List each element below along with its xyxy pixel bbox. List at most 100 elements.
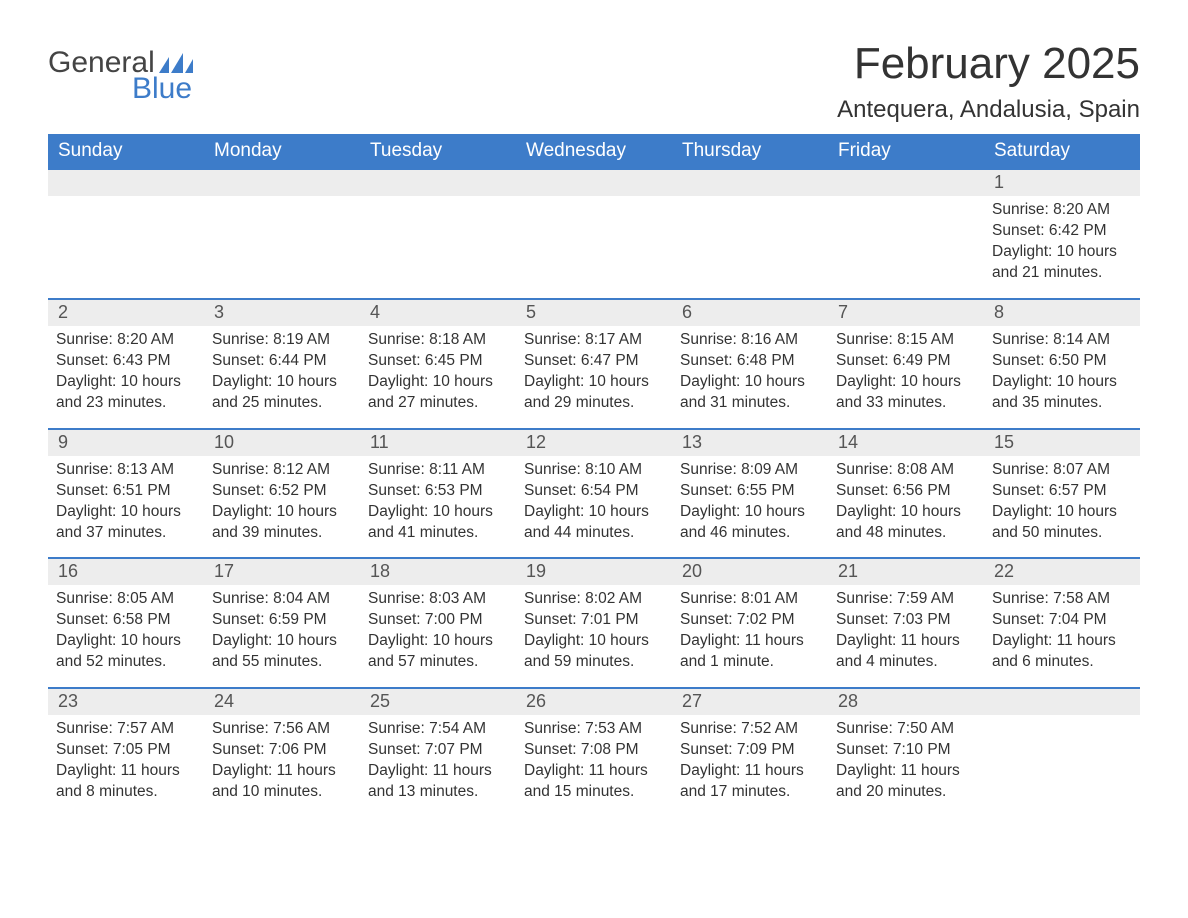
sunrise-line: Sunrise: 7:50 AM	[836, 719, 976, 740]
day-number: 27	[672, 689, 828, 715]
month-title: February 2025	[837, 40, 1140, 88]
day-number	[672, 170, 828, 196]
calendar-cell	[516, 169, 672, 299]
daylight-line: Daylight: 10 hours and 48 minutes.	[836, 502, 976, 544]
calendar-cell	[204, 169, 360, 299]
sunset-line: Sunset: 6:57 PM	[992, 481, 1132, 502]
day-details: Sunrise: 8:13 AMSunset: 6:51 PMDaylight:…	[48, 456, 204, 558]
sunset-line: Sunset: 6:54 PM	[524, 481, 664, 502]
sunset-line: Sunset: 6:53 PM	[368, 481, 508, 502]
day-number: 18	[360, 559, 516, 585]
sunrise-line: Sunrise: 7:56 AM	[212, 719, 352, 740]
sunset-line: Sunset: 7:08 PM	[524, 740, 664, 761]
day-number	[204, 170, 360, 196]
weekday-header: Monday	[204, 134, 360, 169]
calendar-cell: 10Sunrise: 8:12 AMSunset: 6:52 PMDayligh…	[204, 429, 360, 559]
calendar-cell: 20Sunrise: 8:01 AMSunset: 7:02 PMDayligh…	[672, 558, 828, 688]
sunrise-line: Sunrise: 7:52 AM	[680, 719, 820, 740]
sunset-line: Sunset: 7:09 PM	[680, 740, 820, 761]
calendar-cell: 22Sunrise: 7:58 AMSunset: 7:04 PMDayligh…	[984, 558, 1140, 688]
day-number	[360, 170, 516, 196]
sunrise-line: Sunrise: 8:17 AM	[524, 330, 664, 351]
sunrise-line: Sunrise: 8:02 AM	[524, 589, 664, 610]
day-details: Sunrise: 7:59 AMSunset: 7:03 PMDaylight:…	[828, 585, 984, 687]
day-details: Sunrise: 8:05 AMSunset: 6:58 PMDaylight:…	[48, 585, 204, 687]
calendar-cell: 15Sunrise: 8:07 AMSunset: 6:57 PMDayligh…	[984, 429, 1140, 559]
brand-logo: General Blue	[48, 40, 193, 106]
sunrise-line: Sunrise: 8:15 AM	[836, 330, 976, 351]
sunset-line: Sunset: 7:07 PM	[368, 740, 508, 761]
calendar-cell: 12Sunrise: 8:10 AMSunset: 6:54 PMDayligh…	[516, 429, 672, 559]
day-details: Sunrise: 8:16 AMSunset: 6:48 PMDaylight:…	[672, 326, 828, 428]
daylight-line: Daylight: 10 hours and 21 minutes.	[992, 242, 1132, 284]
day-number: 13	[672, 430, 828, 456]
day-details: Sunrise: 8:14 AMSunset: 6:50 PMDaylight:…	[984, 326, 1140, 428]
calendar-week-row: 9Sunrise: 8:13 AMSunset: 6:51 PMDaylight…	[48, 429, 1140, 559]
day-details: Sunrise: 8:15 AMSunset: 6:49 PMDaylight:…	[828, 326, 984, 428]
daylight-line: Daylight: 10 hours and 37 minutes.	[56, 502, 196, 544]
calendar-cell	[48, 169, 204, 299]
sunset-line: Sunset: 6:55 PM	[680, 481, 820, 502]
day-details: Sunrise: 7:50 AMSunset: 7:10 PMDaylight:…	[828, 715, 984, 817]
calendar-cell: 18Sunrise: 8:03 AMSunset: 7:00 PMDayligh…	[360, 558, 516, 688]
day-number: 16	[48, 559, 204, 585]
sunset-line: Sunset: 6:47 PM	[524, 351, 664, 372]
weekday-header: Thursday	[672, 134, 828, 169]
calendar-cell: 24Sunrise: 7:56 AMSunset: 7:06 PMDayligh…	[204, 688, 360, 817]
day-details: Sunrise: 7:53 AMSunset: 7:08 PMDaylight:…	[516, 715, 672, 817]
sunset-line: Sunset: 6:56 PM	[836, 481, 976, 502]
day-number: 8	[984, 300, 1140, 326]
sunset-line: Sunset: 7:06 PM	[212, 740, 352, 761]
calendar-cell: 25Sunrise: 7:54 AMSunset: 7:07 PMDayligh…	[360, 688, 516, 817]
calendar-table: SundayMondayTuesdayWednesdayThursdayFrid…	[48, 134, 1140, 816]
calendar-cell: 21Sunrise: 7:59 AMSunset: 7:03 PMDayligh…	[828, 558, 984, 688]
weekday-header: Wednesday	[516, 134, 672, 169]
sunset-line: Sunset: 6:58 PM	[56, 610, 196, 631]
day-details: Sunrise: 7:56 AMSunset: 7:06 PMDaylight:…	[204, 715, 360, 817]
day-details: Sunrise: 8:12 AMSunset: 6:52 PMDaylight:…	[204, 456, 360, 558]
day-number: 12	[516, 430, 672, 456]
sunrise-line: Sunrise: 8:08 AM	[836, 460, 976, 481]
calendar-cell: 16Sunrise: 8:05 AMSunset: 6:58 PMDayligh…	[48, 558, 204, 688]
day-details: Sunrise: 8:18 AMSunset: 6:45 PMDaylight:…	[360, 326, 516, 428]
day-number: 21	[828, 559, 984, 585]
daylight-line: Daylight: 11 hours and 17 minutes.	[680, 761, 820, 803]
sunset-line: Sunset: 7:10 PM	[836, 740, 976, 761]
day-number: 25	[360, 689, 516, 715]
daylight-line: Daylight: 10 hours and 41 minutes.	[368, 502, 508, 544]
calendar-cell: 11Sunrise: 8:11 AMSunset: 6:53 PMDayligh…	[360, 429, 516, 559]
daylight-line: Daylight: 10 hours and 31 minutes.	[680, 372, 820, 414]
sunset-line: Sunset: 6:52 PM	[212, 481, 352, 502]
sunrise-line: Sunrise: 8:10 AM	[524, 460, 664, 481]
calendar-week-row: 23Sunrise: 7:57 AMSunset: 7:05 PMDayligh…	[48, 688, 1140, 817]
daylight-line: Daylight: 11 hours and 1 minute.	[680, 631, 820, 673]
calendar-cell: 1Sunrise: 8:20 AMSunset: 6:42 PMDaylight…	[984, 169, 1140, 299]
sunrise-line: Sunrise: 7:59 AM	[836, 589, 976, 610]
daylight-line: Daylight: 10 hours and 29 minutes.	[524, 372, 664, 414]
day-details: Sunrise: 8:20 AMSunset: 6:42 PMDaylight:…	[984, 196, 1140, 298]
daylight-line: Daylight: 11 hours and 6 minutes.	[992, 631, 1132, 673]
day-number	[984, 689, 1140, 715]
day-details: Sunrise: 8:09 AMSunset: 6:55 PMDaylight:…	[672, 456, 828, 558]
sunset-line: Sunset: 7:00 PM	[368, 610, 508, 631]
sunset-line: Sunset: 7:04 PM	[992, 610, 1132, 631]
day-number: 1	[984, 170, 1140, 196]
day-number: 26	[516, 689, 672, 715]
daylight-line: Daylight: 10 hours and 52 minutes.	[56, 631, 196, 673]
calendar-cell: 3Sunrise: 8:19 AMSunset: 6:44 PMDaylight…	[204, 299, 360, 429]
day-number: 24	[204, 689, 360, 715]
calendar-cell: 5Sunrise: 8:17 AMSunset: 6:47 PMDaylight…	[516, 299, 672, 429]
sunset-line: Sunset: 7:02 PM	[680, 610, 820, 631]
calendar-cell: 26Sunrise: 7:53 AMSunset: 7:08 PMDayligh…	[516, 688, 672, 817]
daylight-line: Daylight: 10 hours and 25 minutes.	[212, 372, 352, 414]
sunrise-line: Sunrise: 8:04 AM	[212, 589, 352, 610]
sunrise-line: Sunrise: 8:14 AM	[992, 330, 1132, 351]
title-block: February 2025 Antequera, Andalusia, Spai…	[837, 40, 1140, 124]
day-details: Sunrise: 7:57 AMSunset: 7:05 PMDaylight:…	[48, 715, 204, 817]
sunrise-line: Sunrise: 7:57 AM	[56, 719, 196, 740]
day-details: Sunrise: 8:20 AMSunset: 6:43 PMDaylight:…	[48, 326, 204, 428]
day-number: 23	[48, 689, 204, 715]
daylight-line: Daylight: 10 hours and 39 minutes.	[212, 502, 352, 544]
sunset-line: Sunset: 6:43 PM	[56, 351, 196, 372]
calendar-week-row: 1Sunrise: 8:20 AMSunset: 6:42 PMDaylight…	[48, 169, 1140, 299]
